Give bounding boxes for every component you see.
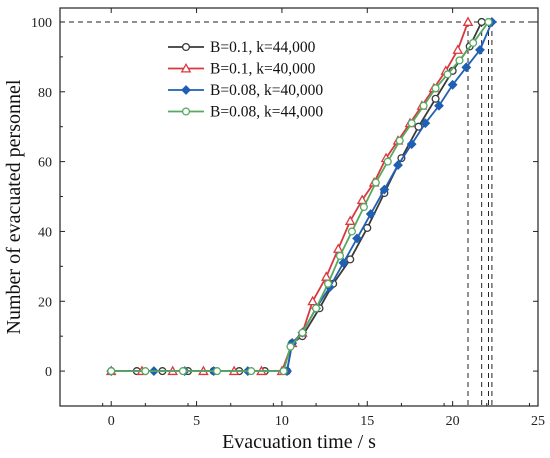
x-tick-label: 10 xyxy=(275,414,289,429)
legend-swatch-marker xyxy=(181,107,191,116)
data-point xyxy=(469,38,478,47)
data-point xyxy=(365,209,376,219)
data-point xyxy=(247,367,256,376)
data-point xyxy=(347,227,356,236)
legend-item: B=0.1, k=40,000 xyxy=(168,61,316,78)
y-tick-label: 0 xyxy=(45,365,52,380)
legend-label: B=0.08, k=40,000 xyxy=(210,82,323,99)
x-axis: 0 5 10 15 20 25 xyxy=(59,8,545,429)
legend-label: B=0.08, k=44,000 xyxy=(210,104,323,121)
legend-label: B=0.1, k=40,000 xyxy=(210,61,316,78)
legend-item: B=0.1, k=44,000 xyxy=(168,39,316,56)
data-point xyxy=(383,157,392,166)
data-point xyxy=(352,233,362,244)
legend-swatch-marker xyxy=(181,85,191,95)
data-point xyxy=(379,184,390,195)
legend-swatch-marker xyxy=(180,62,192,73)
y-tick-label: 20 xyxy=(38,295,52,310)
data-point xyxy=(107,367,116,376)
data-point xyxy=(475,44,485,55)
data-point xyxy=(359,202,368,212)
data-point xyxy=(455,56,464,65)
y-tick-label: 100 xyxy=(31,16,52,31)
y-tick-label: 80 xyxy=(38,86,52,101)
data-point xyxy=(141,367,150,376)
data-point xyxy=(393,160,403,171)
data-point xyxy=(419,101,428,110)
x-tick-label: 15 xyxy=(360,414,374,429)
x-tick-label: 5 xyxy=(193,414,200,429)
y-axis-title: Number of evacuated personnel xyxy=(3,79,25,334)
data-point xyxy=(346,255,355,264)
data-point xyxy=(213,367,222,376)
x-tick-label: 0 xyxy=(108,414,115,429)
data-point xyxy=(477,17,486,27)
data-point xyxy=(431,84,440,93)
data-point xyxy=(332,243,344,253)
legend-item: B=0.08, k=40,000 xyxy=(168,82,323,99)
data-point xyxy=(371,178,380,187)
data-point xyxy=(323,279,333,288)
data-point xyxy=(178,367,187,376)
data-point xyxy=(407,119,416,128)
x-tick-label: 20 xyxy=(446,414,460,429)
data-point xyxy=(335,251,345,260)
data-point xyxy=(447,79,458,90)
y-tick-label: 60 xyxy=(38,156,52,171)
data-point xyxy=(431,94,440,103)
x-tick-label: 25 xyxy=(531,414,545,429)
data-point xyxy=(312,304,321,313)
data-point xyxy=(462,16,474,26)
x-axis-title: Evacuation time / s xyxy=(222,431,376,453)
data-point xyxy=(461,62,472,73)
series-layer xyxy=(105,16,497,377)
data-point xyxy=(344,215,356,225)
data-point xyxy=(420,118,431,129)
series-4 xyxy=(107,17,493,376)
data-point xyxy=(395,136,404,145)
data-point xyxy=(484,17,493,27)
data-point xyxy=(434,100,444,111)
data-point xyxy=(286,342,295,351)
legend-item: B=0.08, k=44,000 xyxy=(168,104,323,121)
data-point xyxy=(338,257,349,268)
plot-frame xyxy=(59,7,539,407)
legend: B=0.1, k=44,000 B=0.1, k=40,000 B=0.08, k=… xyxy=(168,39,323,121)
data-point xyxy=(452,44,464,54)
data-point xyxy=(443,70,452,79)
data-point xyxy=(307,295,318,306)
y-tick-label: 40 xyxy=(38,225,52,240)
legend-label: B=0.1, k=44,000 xyxy=(210,39,316,56)
legend-swatch-marker xyxy=(181,42,191,52)
data-point xyxy=(406,139,417,150)
data-point xyxy=(414,122,423,131)
data-point xyxy=(279,367,288,376)
data-point xyxy=(298,328,307,337)
reference-lines xyxy=(60,21,538,406)
y-axis: 0 20 40 60 80 100 xyxy=(31,16,538,380)
